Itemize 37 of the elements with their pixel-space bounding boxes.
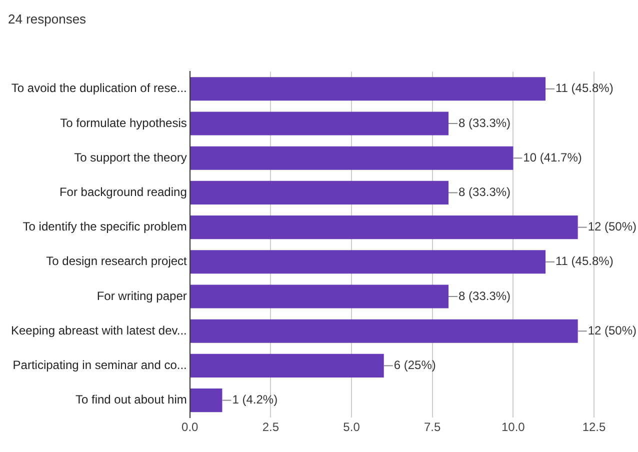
data-label: 1 (4.2%) [232,392,278,407]
data-label: 11 (45.8%) [556,254,614,268]
y-tick-label: To avoid the duplication of rese... [11,81,187,96]
y-tick-label: To design research project [46,254,188,268]
data-label: 12 (50%) [588,220,637,234]
bar [190,180,449,204]
data-label: 12 (50%) [588,323,637,338]
data-label: 8 (33.3%) [458,288,511,303]
x-tick-label: 12.5 [582,420,606,434]
bar [190,216,578,240]
y-tick-label: For writing paper [96,288,187,303]
data-label: 6 (25%) [394,358,436,372]
x-tick-label: 10.0 [501,420,526,434]
y-tick-label: For background reading [59,185,187,200]
bar [190,354,384,378]
bar [190,146,514,170]
x-tick-label: 5.0 [343,420,360,434]
data-label: 8 (33.3%) [458,116,511,130]
data-label: 11 (45.8%) [556,81,614,96]
x-tick-label: 0.0 [182,420,199,434]
data-label: 10 (41.7%) [523,150,582,164]
bar [190,319,578,343]
bar [190,77,546,101]
y-tick-label: Keeping abreast with latest dev... [10,323,187,338]
x-tick-label: 7.5 [424,420,442,434]
y-tick-label: Participating in seminar and co... [12,358,187,372]
data-label: 8 (33.3%) [458,185,511,200]
x-tick-label: 2.5 [262,420,280,434]
y-tick-label: To identify the specific problem [22,220,187,234]
text: 24 responses [8,11,87,26]
y-tick-label: To find out about him [75,392,187,407]
y-tick-label: To support the theory [74,150,187,164]
bar [190,250,546,274]
bar [190,112,449,136]
bar [190,388,222,412]
y-tick-label: To formulate hypothesis [60,116,187,130]
bar [190,284,449,308]
